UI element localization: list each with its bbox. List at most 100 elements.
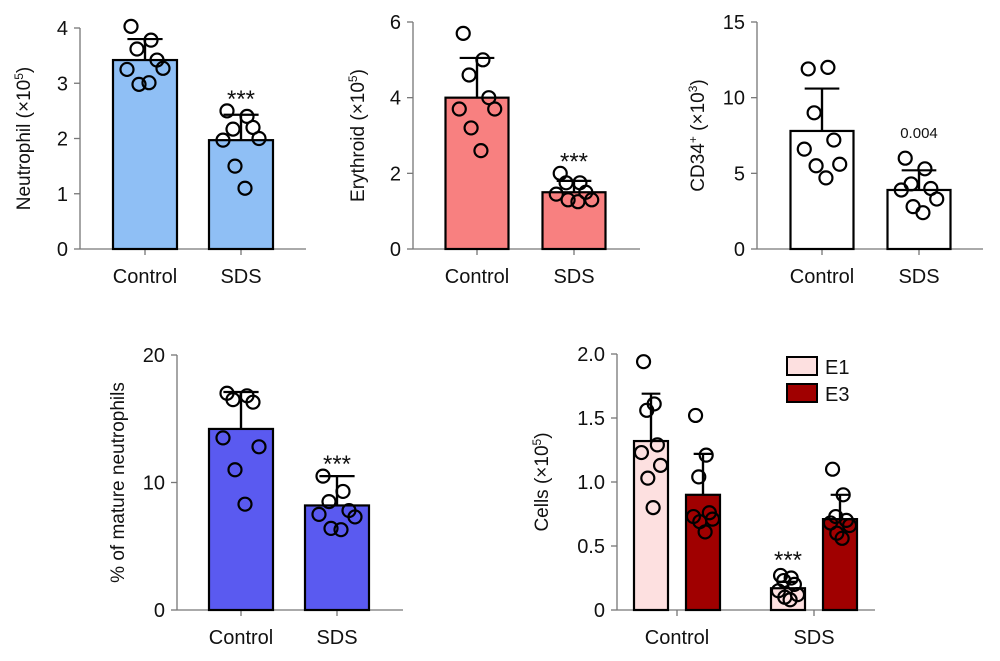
- y-axis-label-part: ): [532, 432, 553, 438]
- data-point: [818, 170, 834, 186]
- y-tick-label: 6: [390, 12, 401, 34]
- data-point: [131, 76, 147, 92]
- significance-label: ***: [560, 148, 588, 175]
- legend-swatch: [786, 383, 818, 403]
- data-point: [652, 457, 669, 473]
- data-point: [463, 120, 479, 136]
- data-point: [635, 354, 652, 370]
- chart-panel-3: 0 5 10 15 CD34+ (×103) Control SDS 0.004: [686, 12, 983, 288]
- data-point: [841, 517, 858, 534]
- x-tick-label: Control: [209, 627, 273, 649]
- data-point: [451, 101, 467, 117]
- data-point: [455, 25, 471, 41]
- x-tick-label: SDS: [316, 627, 357, 649]
- y-axis-label-part: ): [348, 69, 369, 75]
- legend-label: E1: [825, 357, 849, 379]
- data-point: [225, 392, 241, 408]
- data-point: [141, 75, 157, 91]
- x-tick-label: SDS: [220, 266, 261, 288]
- x-tick-label: Control: [445, 266, 509, 288]
- y-axis-label-part: 5: [530, 438, 544, 445]
- data-point: [227, 158, 243, 174]
- data-point: [796, 141, 812, 157]
- data-point: [806, 105, 822, 121]
- data-point: [560, 192, 576, 208]
- data-point: [698, 447, 714, 463]
- y-tick-label: 10: [143, 473, 165, 495]
- data-point: [321, 494, 337, 510]
- data-point: [645, 500, 661, 516]
- y-tick-label: 1: [57, 184, 68, 206]
- chart-panel-1: 0 1 2 3 4 Neutrophil (×105) Control SDS ***: [12, 18, 306, 288]
- x-tick-label: Control: [790, 266, 854, 288]
- y-tick-label: 0: [390, 239, 401, 261]
- data-point: [835, 487, 851, 503]
- y-tick-label: 2.0: [577, 344, 605, 366]
- x-tick-label: SDS: [553, 266, 594, 288]
- y-tick-label: 2: [390, 163, 401, 185]
- data-point: [826, 132, 842, 148]
- data-point: [475, 52, 491, 68]
- data-point: [820, 59, 836, 76]
- y-axis-label: Erythroid (×105): [346, 69, 369, 202]
- y-axis-label-part: 3: [686, 85, 700, 92]
- y-tick-label: 0: [734, 239, 745, 261]
- data-point: [915, 205, 931, 221]
- data-point: [649, 437, 665, 453]
- data-point: [691, 469, 707, 485]
- y-axis-label-part: ): [688, 79, 709, 85]
- data-point: [215, 430, 231, 446]
- x-tick-label: SDS: [793, 627, 834, 649]
- y-tick-label: 0: [594, 600, 605, 622]
- y-axis-label-part: CD34: [688, 143, 709, 192]
- y-axis-label-part: 5: [12, 73, 26, 80]
- y-axis-label-part: +: [686, 136, 700, 143]
- x-tick-label: SDS: [898, 266, 939, 288]
- y-tick-label: 1.5: [577, 408, 605, 430]
- data-point: [347, 509, 363, 525]
- y-tick-label: 3: [57, 73, 68, 95]
- data-point: [633, 444, 650, 461]
- data-point: [639, 402, 655, 418]
- y-axis-label-part: Cells (×10: [532, 445, 553, 531]
- y-axis-label-part: (×10: [688, 92, 709, 136]
- data-point: [461, 67, 477, 83]
- data-point: [119, 61, 135, 78]
- y-tick-label: 0: [154, 600, 165, 622]
- y-axis-label: % of mature neutrophils: [108, 382, 129, 583]
- data-point: [155, 60, 171, 76]
- legend-swatch: [786, 356, 818, 376]
- data-point: [832, 156, 848, 172]
- data-point: [800, 61, 816, 77]
- significance-label: ***: [323, 451, 351, 478]
- data-point: [897, 150, 913, 166]
- y-tick-label: 1.0: [577, 472, 605, 494]
- y-axis-label-part: Neutrophil (×10: [14, 80, 35, 210]
- y-axis-label: CD34+ (×103): [686, 79, 709, 191]
- y-tick-label: 10: [723, 88, 745, 110]
- data-point: [251, 439, 267, 455]
- data-point: [481, 90, 497, 106]
- data-point: [227, 462, 243, 478]
- y-tick-label: 20: [143, 345, 165, 367]
- significance-label: ***: [227, 86, 255, 113]
- data-point: [558, 175, 574, 191]
- data-point: [786, 576, 802, 593]
- data-point: [123, 18, 139, 34]
- data-point: [929, 191, 945, 207]
- data-point: [237, 180, 253, 196]
- bar: [207, 427, 275, 612]
- data-point: [143, 32, 159, 48]
- data-point: [225, 121, 241, 137]
- data-point: [548, 186, 564, 202]
- data-point: [808, 158, 824, 174]
- data-point: [237, 496, 253, 512]
- x-tick-label: Control: [645, 627, 709, 649]
- bar: [632, 439, 670, 612]
- legend-label: E3: [825, 384, 849, 406]
- data-point: [335, 483, 351, 500]
- y-tick-label: 0: [57, 239, 68, 261]
- bar: [821, 518, 859, 612]
